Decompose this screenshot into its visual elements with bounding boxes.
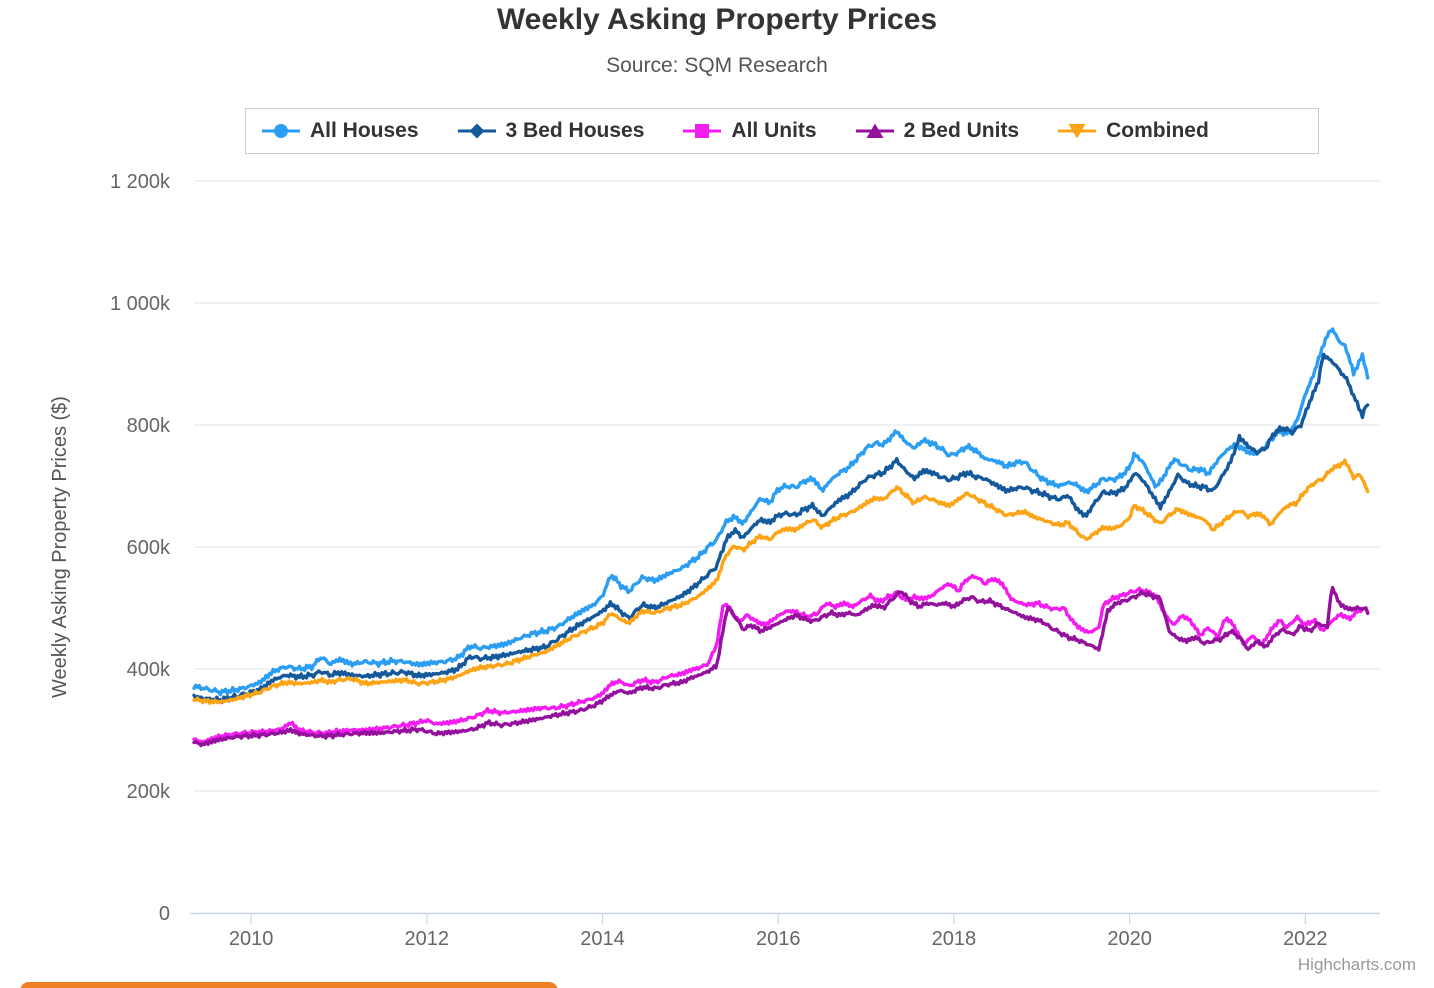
series-3-bed-houses[interactable]	[192, 352, 1370, 704]
series-2-bed-units[interactable]	[192, 585, 1370, 748]
combined-triangle-down-marker-icon	[1058, 124, 1097, 139]
series-combined[interactable]	[192, 458, 1370, 705]
x-axis-label: 2010	[229, 928, 274, 950]
legend-item-3-bed-houses[interactable]: 3 Bed Houses	[456, 119, 645, 143]
x-axis-label: 2020	[1107, 928, 1152, 950]
legend-item-all-houses[interactable]: All Houses	[260, 119, 419, 143]
legend: All Houses 3 Bed Houses All Units 2 Bed Uni…	[245, 108, 1319, 154]
y-axis-title: Weekly Asking Property Prices ($)	[49, 396, 71, 698]
legend-item-combined[interactable]: Combined	[1056, 119, 1209, 143]
x-axis-label: 2016	[756, 928, 801, 950]
all-houses-circle-marker-icon	[262, 124, 300, 138]
legend-label: Combined	[1106, 119, 1209, 142]
y-axis-label: 400k	[127, 659, 171, 681]
series-all-units[interactable]	[192, 573, 1370, 744]
legend-item-2-bed-units[interactable]: 2 Bed Units	[854, 119, 1020, 143]
chart-subtitle: Source: SQM Research	[606, 54, 828, 77]
3-bed-houses-diamond-marker-icon	[457, 123, 496, 139]
legend-item-all-units[interactable]: All Units	[681, 119, 817, 143]
legend-label: All Houses	[310, 119, 419, 142]
y-axis-label: 800k	[127, 415, 171, 437]
legend-label: All Units	[731, 119, 817, 142]
y-axis-label: 600k	[127, 537, 171, 559]
series-all-houses[interactable]	[192, 327, 1370, 697]
2-bed-units-triangle-marker-icon	[855, 123, 894, 138]
x-axis-label: 2018	[932, 928, 977, 950]
y-axis-label: 200k	[127, 781, 171, 803]
legend-label: 2 Bed Units	[903, 119, 1020, 142]
x-axis-label: 2022	[1283, 928, 1328, 950]
y-axis-label: 1 000k	[110, 293, 171, 315]
y-axis-label: 0	[159, 903, 170, 925]
bottom-orange-bar[interactable]	[20, 982, 558, 988]
all-units-square-marker-icon	[683, 124, 722, 138]
x-axis-label: 2012	[405, 928, 450, 950]
x-axis-label: 2014	[580, 928, 625, 950]
legend-label: 3 Bed Houses	[505, 119, 645, 142]
chart-title: Weekly Asking Property Prices	[496, 3, 938, 36]
y-axis-label: 1 200k	[110, 171, 171, 193]
highcharts-credits-link[interactable]: Highcharts.com	[1297, 955, 1416, 974]
